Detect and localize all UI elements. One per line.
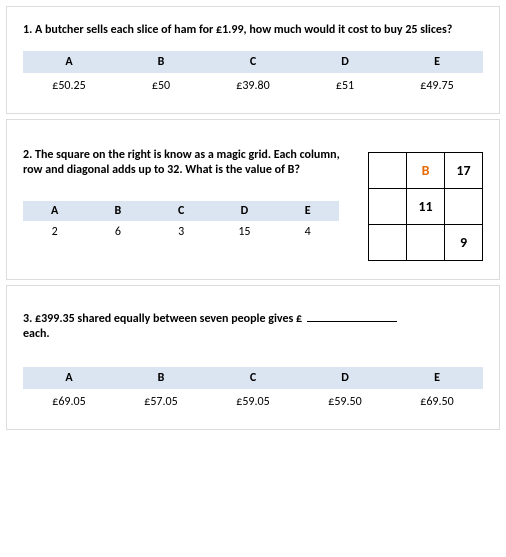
col-header: C — [207, 367, 299, 388]
question-2: 2. The square on the right is know as a … — [6, 119, 500, 280]
table-row: £50.25 £50 £39.80 £51 £49.75 — [23, 72, 483, 95]
table-row: A B C D E — [23, 201, 339, 220]
table-row: A B C D E — [23, 367, 483, 388]
col-header: C — [207, 51, 299, 72]
q3-answer-table: A B C D E £69.05 £57.05 £59.05 £59.50 £6… — [23, 367, 483, 411]
answer-cell: £51 — [299, 72, 391, 95]
col-header: A — [23, 51, 115, 72]
grid-row: B 17 — [369, 152, 483, 188]
col-header: D — [299, 51, 391, 72]
question-1: 1. A butcher sells each slice of ham for… — [6, 6, 500, 114]
answer-cell: £50 — [115, 72, 207, 95]
blank-line — [307, 321, 397, 322]
col-header: E — [391, 367, 483, 388]
question-3: 3. £399.35 shared equally between seven … — [6, 285, 500, 430]
answer-cell: £39.80 — [207, 72, 299, 95]
col-header: A — [23, 367, 115, 388]
q2-answer-table: A B C D E 2 6 3 15 4 — [23, 201, 339, 241]
table-row: A B C D E — [23, 51, 483, 72]
col-header: B — [86, 201, 149, 220]
q1-answer-table: A B C D E £50.25 £50 £39.80 £51 £49.75 — [23, 51, 483, 95]
col-header: D — [299, 367, 391, 388]
col-header: B — [115, 51, 207, 72]
grid-cell: 11 — [407, 188, 445, 224]
grid-cell — [445, 188, 483, 224]
grid-cell — [369, 188, 407, 224]
answer-cell: 4 — [276, 220, 339, 241]
answer-cell: £50.25 — [23, 72, 115, 95]
col-header: E — [391, 51, 483, 72]
answer-cell: 2 — [23, 220, 86, 241]
col-header: A — [23, 201, 86, 220]
grid-cell-highlight: B — [407, 152, 445, 188]
grid-row: 9 — [369, 224, 483, 260]
answer-cell: £59.50 — [299, 388, 391, 411]
magic-grid: B 17 11 9 — [368, 152, 483, 261]
table-row: £69.05 £57.05 £59.05 £59.50 £69.50 — [23, 388, 483, 411]
q2-prompt: 2. The square on the right is know as a … — [23, 148, 356, 179]
answer-cell: £57.05 — [115, 388, 207, 411]
q3-prompt-after: each. — [23, 327, 50, 341]
q3-prompt-before: 3. £399.35 shared equally between seven … — [23, 312, 302, 326]
answer-cell: 6 — [86, 220, 149, 241]
col-header: C — [150, 201, 213, 220]
col-header: E — [276, 201, 339, 220]
grid-cell — [369, 152, 407, 188]
grid-cell: 17 — [445, 152, 483, 188]
answer-cell: £49.75 — [391, 72, 483, 95]
answer-cell: £69.50 — [391, 388, 483, 411]
answer-cell: £69.05 — [23, 388, 115, 411]
q3-prompt: 3. £399.35 shared equally between seven … — [23, 312, 483, 343]
col-header: D — [213, 201, 276, 220]
col-header: B — [115, 367, 207, 388]
grid-cell: 9 — [445, 224, 483, 260]
q1-prompt: 1. A butcher sells each slice of ham for… — [23, 23, 483, 39]
answer-cell: £59.05 — [207, 388, 299, 411]
table-row: 2 6 3 15 4 — [23, 220, 339, 241]
answer-cell: 15 — [213, 220, 276, 241]
answer-cell: 3 — [150, 220, 213, 241]
grid-cell — [407, 224, 445, 260]
grid-row: 11 — [369, 188, 483, 224]
grid-cell — [369, 224, 407, 260]
